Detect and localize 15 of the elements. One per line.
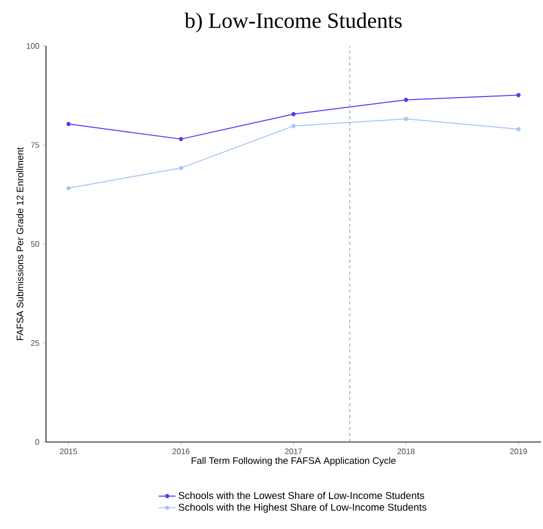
point [178,166,184,170]
point [66,122,71,126]
y-axis-title: FAFSA Submissions Per Grade 12 Enrollment [16,147,24,340]
point [404,98,408,102]
point [516,93,521,98]
point [291,124,296,128]
point [404,116,408,121]
chart-title: b) Low-Income Students [184,12,402,33]
point [66,186,71,190]
point [178,136,184,142]
x-axis-title: Fall Term Following the FAFSA Application Cycle [192,457,396,466]
point [516,127,521,132]
legend-label: Schools with the Lowest Share of Low-Income Students [178,492,424,500]
legend-label: Schools with the Highest Share of Low-Income Students [178,503,426,513]
point [291,112,296,116]
